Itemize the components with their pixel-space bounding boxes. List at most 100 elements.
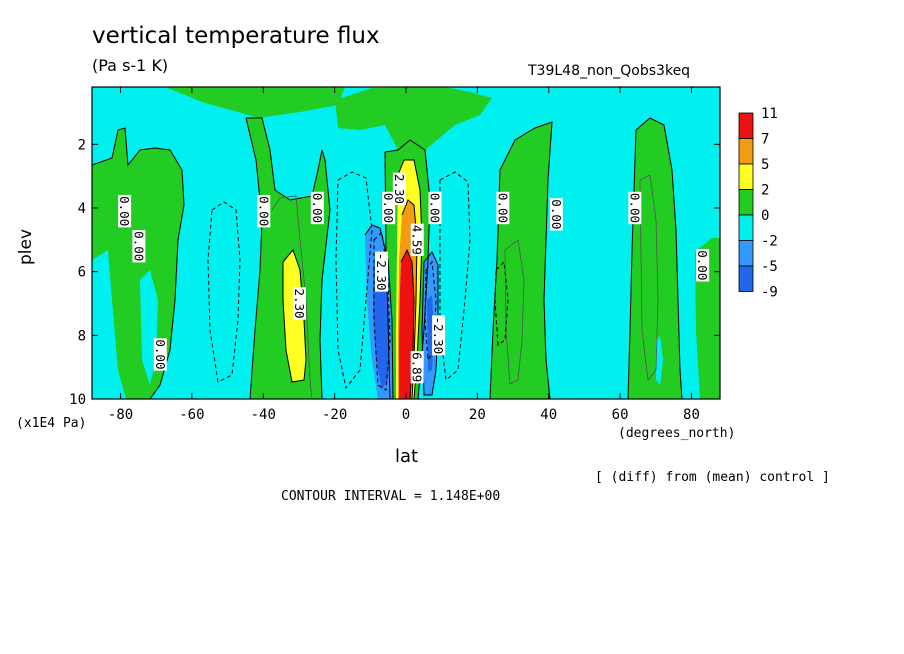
contour-label: -2.30 <box>431 315 446 356</box>
y-axis-scale: (x1E4 Pa) <box>16 416 87 431</box>
color-legend: 11 7 5 2 0 -2 -5 -9 <box>738 106 778 301</box>
chart-units: (Pa s-1 K) <box>92 56 169 75</box>
dashed-contour-northern-mid <box>439 171 471 381</box>
contour-label: 0.00 <box>695 249 710 282</box>
field-positive-top-center <box>335 87 492 150</box>
contour-label-bg <box>410 350 424 384</box>
contour-label: -2.30 <box>374 251 389 292</box>
contour-label-bg <box>132 229 146 263</box>
dashed-contour-northern-small <box>494 260 509 346</box>
y-tick-label: 2 <box>78 137 86 153</box>
contour-label-text: 0.00 <box>256 196 271 226</box>
outline-southern-band <box>92 127 185 399</box>
outline-equatorial-green <box>384 139 431 399</box>
contour-label: 0.00 <box>549 198 564 231</box>
contour-label-text: 6.89 <box>410 352 425 382</box>
contour-label-group: 0.000.000.000.00 0.00 0.002.30-2.302.304.5… <box>117 172 710 384</box>
contour-label-text: 2.30 <box>392 174 407 204</box>
x-tick-label: 0 <box>402 407 410 423</box>
contour-label-bg <box>310 191 324 225</box>
outline-equatorial-yellow <box>397 159 423 399</box>
diff-note: [ (diff) from (mean) control ] <box>595 470 830 485</box>
inner-contour-gray-a <box>271 195 313 399</box>
x-tick-label: -80 <box>108 407 133 423</box>
x-tick-label: -20 <box>322 407 347 423</box>
contour-label: 0.00 <box>153 338 168 371</box>
field-negative-island-d <box>604 388 618 399</box>
contour-label-text: -2.30 <box>374 253 389 291</box>
legend-swatch <box>738 214 754 241</box>
x-axis-units: (degrees_north) <box>618 426 736 441</box>
legend-label: 0 <box>761 208 769 224</box>
contour-label-bg <box>392 172 406 206</box>
contour-label-text: 0.00 <box>428 193 443 223</box>
contour-label-text: 0.00 <box>627 193 642 223</box>
x-tick-label: 60 <box>612 407 629 423</box>
contour-label-bg <box>628 191 642 225</box>
legend-swatch <box>738 163 754 190</box>
contour-label-bg <box>410 223 424 257</box>
contour-label-bg <box>432 315 446 356</box>
contour-label-text: 0.00 <box>117 196 132 226</box>
contour-label-bg <box>496 191 510 225</box>
dashed-contour-southern-wide <box>207 201 241 383</box>
field-negative-island-b <box>140 270 158 385</box>
contour-lines <box>92 117 683 399</box>
x-axis-label: lat <box>395 446 419 467</box>
chart-title: vertical temperature flux <box>92 23 380 49</box>
contour-label: 0.00 <box>117 194 132 228</box>
dashed-contour-southern-mid <box>335 171 373 390</box>
x-axis: -80 -60 -40 -20 0 20 40 60 80 <box>108 87 700 423</box>
contour-label: 0.00 <box>131 229 146 263</box>
legend-label: -2 <box>761 234 778 250</box>
contour-label-bg <box>153 338 167 371</box>
contour-label: 0.00 <box>310 191 325 225</box>
contour-label-text: 0.00 <box>153 339 168 369</box>
contour-label: 6.89 <box>410 350 425 384</box>
contour-label-text: 0.00 <box>131 231 146 261</box>
contour-label-text: -2.30 <box>431 317 446 355</box>
contour-label-text: 0.00 <box>695 250 710 280</box>
contour-label-text: 4.59 <box>410 225 425 255</box>
inner-contour-gray-b <box>504 239 525 385</box>
contour-label: 0.00 <box>381 191 396 225</box>
inner-contour-gray-c <box>639 174 659 381</box>
contour-label-text: 2.30 <box>292 288 307 318</box>
legend-label: 7 <box>761 132 769 148</box>
outline-southern-mid-left <box>245 117 263 399</box>
legend-swatch <box>738 265 754 292</box>
contour-label: 2.30 <box>292 287 307 320</box>
field-negative-island-c <box>656 336 663 385</box>
contour-label-bg <box>382 191 396 225</box>
field-positive-equatorial-red <box>399 250 414 399</box>
y-tick-label: 8 <box>78 328 86 344</box>
x-tick-label: 80 <box>683 407 700 423</box>
legend-label: -5 <box>761 259 778 275</box>
contour-label-bg <box>292 287 306 320</box>
contour-label: 0.00 <box>627 191 642 225</box>
legend-label: -9 <box>761 285 778 301</box>
legend-swatch <box>738 240 754 267</box>
contour-label-text: 0.00 <box>310 193 325 223</box>
x-tick-label: 20 <box>469 407 486 423</box>
field-negative-island-a <box>92 290 108 399</box>
contour-label-bg <box>118 194 132 228</box>
outline-southern-mid <box>246 117 331 399</box>
legend-label: 11 <box>761 106 778 122</box>
outline-northern-strip-left <box>627 129 637 399</box>
contour-label-text: 0.00 <box>381 193 396 223</box>
contour-interval: CONTOUR INTERVAL = 1.148E+00 <box>281 489 501 504</box>
legend-label: 2 <box>761 183 769 199</box>
contour-label-bg <box>428 191 442 225</box>
field-positive-top-left <box>165 87 345 118</box>
outline-northern-strip <box>635 117 683 399</box>
y-tick-label: 6 <box>78 265 86 281</box>
outline-southern-core <box>282 249 307 383</box>
contour-label-bg <box>375 251 389 292</box>
field-positive-northern-strip <box>628 118 682 399</box>
legend-swatch <box>738 189 754 216</box>
y-tick-label: 10 <box>69 392 86 408</box>
contour-label: 0.00 <box>428 191 443 225</box>
outline-northern-band <box>499 121 553 399</box>
